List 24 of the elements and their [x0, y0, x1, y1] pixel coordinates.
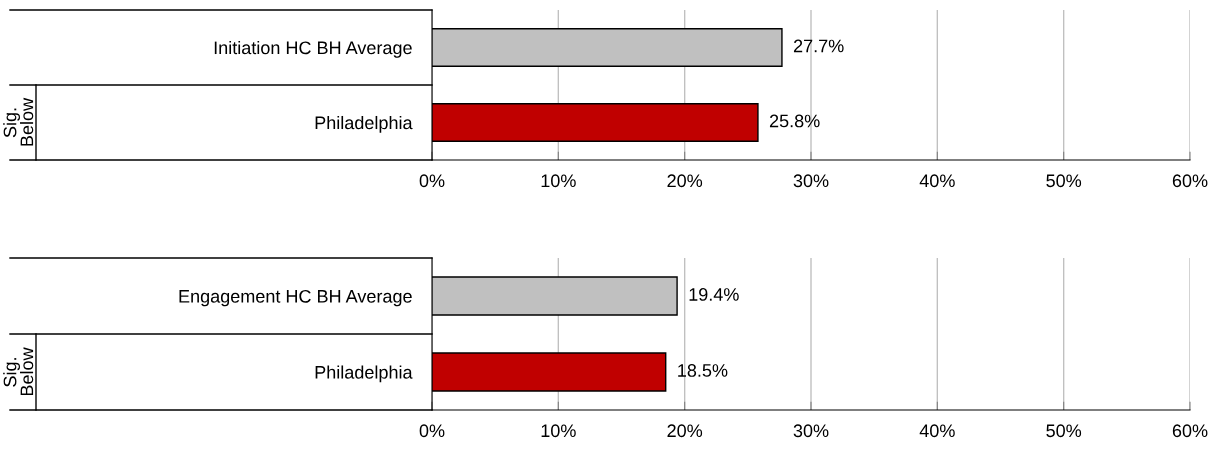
y-tick-label: Philadelphia	[315, 365, 413, 383]
x-tick-label: 20%	[667, 174, 703, 188]
x-tick-label: 10%	[541, 424, 576, 438]
data-label: 19.4%	[689, 288, 739, 301]
text: Sig. Below	[3, 347, 34, 396]
data-label: 25.8%	[769, 114, 820, 128]
x-tick-label: 30%	[793, 174, 829, 188]
x-tick-label: 60%	[1172, 174, 1208, 188]
x-tick-label: 30%	[793, 424, 829, 438]
y-tick-label: Philadelphia	[315, 115, 413, 133]
data-label: 27.7%	[793, 39, 844, 53]
x-tick-label: 0%	[419, 174, 445, 188]
x-tick-label: 60%	[1172, 424, 1208, 438]
x-tick-label: 20%	[667, 424, 703, 438]
x-tick-label: 40%	[919, 174, 955, 188]
x-tick-label: 50%	[1046, 424, 1082, 438]
y-tick-label: Engagement HC BH Average	[179, 289, 412, 307]
text: Sig. Below	[3, 97, 34, 146]
y-tick-label: Initiation HC BH Average	[214, 40, 412, 58]
x-tick-label: 40%	[919, 424, 955, 438]
x-tick-label: 0%	[419, 424, 445, 438]
x-tick-label: 50%	[1046, 174, 1082, 188]
data-label: 18.5%	[678, 364, 728, 377]
x-tick-label: 10%	[541, 174, 576, 188]
